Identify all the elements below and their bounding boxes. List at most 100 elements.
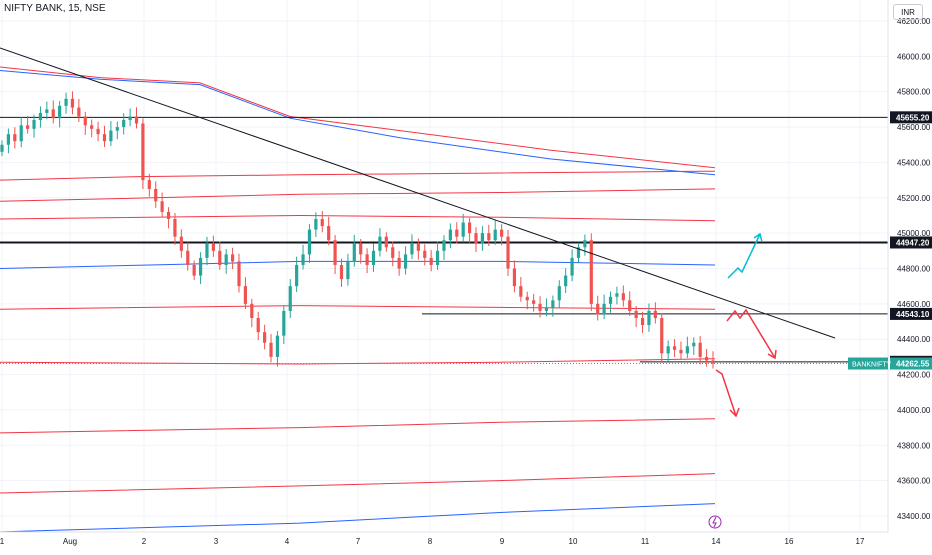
candle-body (403, 254, 408, 269)
projection-arrow-up (727, 233, 761, 279)
candle-body (583, 240, 587, 248)
candle-body (45, 109, 49, 113)
candle-body (263, 332, 267, 343)
x-tick-label: 16 (785, 537, 794, 546)
candle-body (685, 346, 689, 354)
candle-body (429, 257, 433, 265)
candle-body (391, 247, 395, 258)
candle-body (435, 250, 440, 265)
envelope-line (0, 473, 716, 494)
candle-body (320, 219, 324, 227)
price-tag-label: 45655.20 (896, 113, 930, 122)
candle-body (679, 349, 683, 354)
candle-body (506, 236, 510, 269)
candle-body (532, 300, 536, 304)
candle-body (77, 107, 81, 117)
price-tag (890, 357, 932, 370)
projection-arrow-up-head (753, 232, 763, 243)
x-tick-label: 1 (0, 537, 5, 546)
candle-body (500, 229, 504, 237)
candle-body (64, 98, 68, 106)
candle-body (589, 240, 593, 304)
y-tick-label: 43400.00 (897, 512, 931, 521)
symbol-tag (848, 357, 888, 370)
candle-body (38, 112, 43, 120)
candle-body (128, 116, 132, 120)
candle-body (487, 233, 491, 241)
candle-body (205, 243, 209, 258)
candle-body (666, 346, 670, 354)
candle-body (660, 318, 664, 354)
candle-body (179, 236, 183, 251)
envelope-line (0, 214, 716, 222)
candle-body (96, 128, 100, 135)
y-tick-label: 46200.00 (897, 17, 931, 26)
candle-body (237, 261, 241, 287)
candle-body (608, 296, 613, 304)
candle-body (102, 134, 107, 142)
candle-body (378, 236, 382, 251)
candle-body (218, 250, 222, 265)
candle-body (339, 264, 344, 280)
candle-body (122, 120, 126, 128)
candle-body (346, 261, 350, 280)
candle-body (160, 201, 164, 212)
candle-body (467, 222, 472, 234)
candle-body (314, 219, 318, 230)
candle-body (0, 144, 4, 152)
candle-body (602, 303, 606, 315)
projection-arrow-down-2 (715, 369, 737, 417)
candle-body (640, 318, 645, 326)
candle-body (704, 356, 709, 361)
candle-body (596, 303, 600, 315)
candle-body (384, 236, 388, 248)
candle-body (442, 240, 446, 251)
candle-body (166, 211, 171, 219)
x-tick-label: Aug (63, 537, 77, 546)
candle-body (455, 229, 459, 237)
candle-body (711, 360, 715, 364)
candle-body (288, 286, 292, 311)
candle-body (538, 303, 542, 311)
candle-body (198, 257, 203, 276)
envelope-line (0, 170, 715, 181)
x-tick-label: 4 (285, 537, 290, 546)
candle-body (301, 254, 305, 265)
candle-body (576, 247, 581, 258)
candle-body (647, 310, 651, 326)
lightning-icon[interactable] (708, 515, 722, 529)
candle-body (333, 240, 337, 265)
symbol-tag-label: BANKNIFTY (852, 362, 892, 369)
y-tick-label: 45000.00 (897, 229, 931, 238)
candle-body (615, 293, 619, 297)
chart-title: NIFTY BANK, 15, NSE (4, 3, 106, 14)
candle-body (692, 342, 696, 347)
candle-body (115, 127, 119, 131)
x-tick-label: 2 (142, 537, 147, 546)
candle-body (474, 233, 478, 244)
envelope-line (0, 188, 716, 202)
candle-body (423, 250, 427, 258)
price-tag (890, 236, 932, 249)
candle-body (570, 257, 574, 276)
candle-body (51, 109, 55, 119)
envelope-upper-line (0, 66, 716, 169)
currency-button[interactable]: INR (893, 4, 923, 20)
candle-body (365, 254, 369, 265)
price-tag (890, 307, 932, 320)
ma-upper-line (0, 70, 716, 176)
candle-body (564, 275, 568, 287)
candle-body (634, 310, 638, 318)
candle-body (32, 120, 36, 129)
candle-body (416, 243, 420, 251)
candle-body (141, 123, 145, 181)
y-tick-label: 44600.00 (897, 300, 931, 309)
candle-body (134, 116, 139, 124)
candle-body (480, 233, 485, 244)
envelope-line (0, 418, 716, 434)
candle-body (512, 268, 517, 287)
candle-body (13, 134, 17, 142)
candle-body (628, 300, 632, 311)
